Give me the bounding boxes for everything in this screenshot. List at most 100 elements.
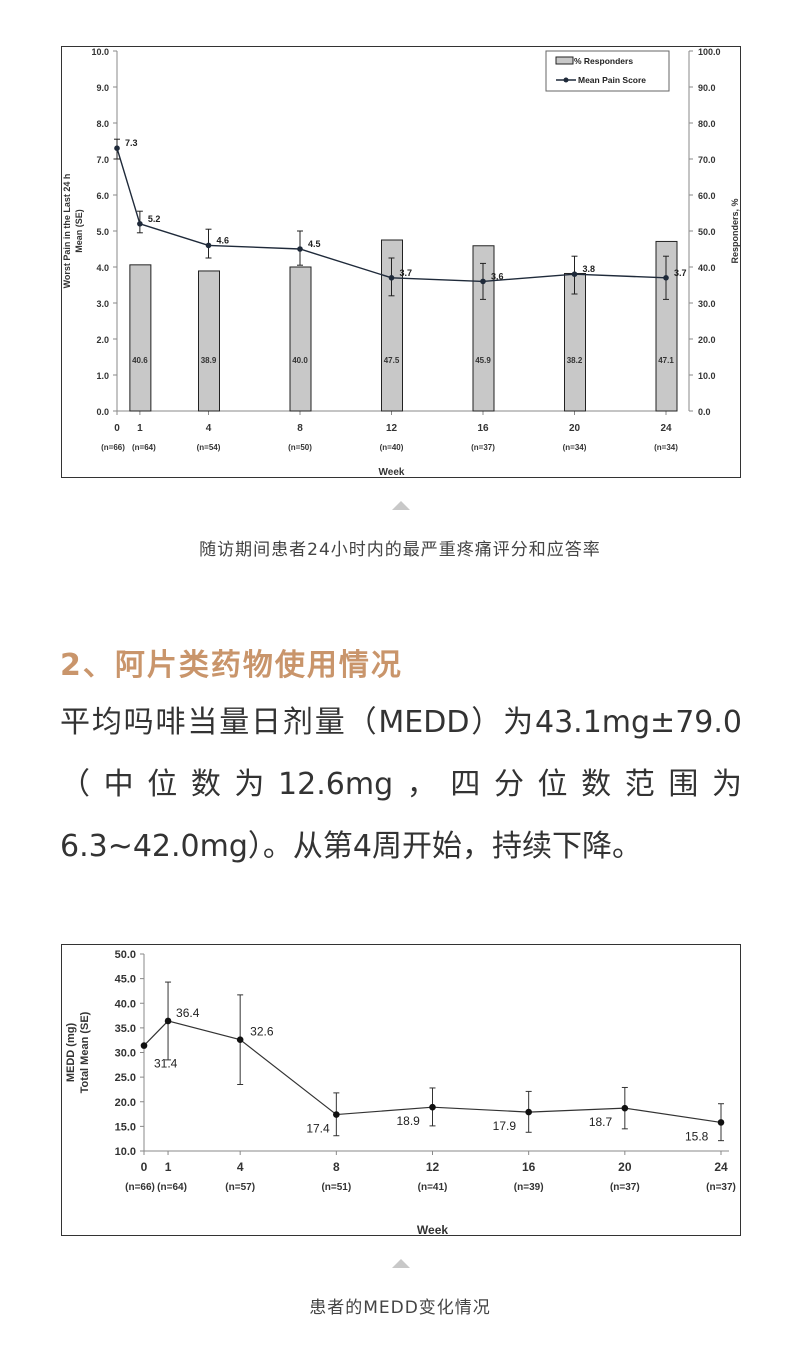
x-axis-title: Week: [379, 467, 405, 477]
bar-value-label: 40.0: [292, 356, 308, 365]
y-tick-label: 8.0: [96, 119, 109, 129]
medd-point: [140, 1042, 148, 1049]
paragraph-line: 平均吗啡当量日剂量（MEDD）为43.1mg±79.0: [60, 705, 742, 740]
chart1-caption: 随访期间患者24小时内的最严重疼痛评分和应答率: [199, 540, 601, 560]
y-tick-label: 5.0: [96, 227, 109, 237]
x-tick-label: 20: [618, 1160, 632, 1174]
y2-tick-label: 40.0: [698, 263, 716, 273]
pain-point: [571, 271, 578, 277]
caret-up-icon: [392, 1259, 410, 1268]
n-label: (n=51): [321, 1182, 351, 1193]
medd-value-label: 18.9: [397, 1114, 421, 1128]
x-tick-label: 0: [141, 1160, 148, 1174]
bar-value-label: 45.9: [475, 356, 491, 365]
bar-value-label: 38.2: [567, 356, 583, 365]
y-tick-label: 25.0: [115, 1072, 136, 1084]
pain-value-label: 7.3: [125, 138, 138, 148]
y-axis-title: Mean (SE): [74, 209, 84, 253]
y2-tick-label: 50.0: [698, 227, 716, 237]
n-label: (n=54): [197, 443, 221, 452]
responder-bar: [472, 245, 495, 412]
responder-bar: [381, 239, 403, 412]
legend-line-marker: [563, 77, 569, 83]
medd-point: [717, 1119, 725, 1126]
responder-bar: [289, 266, 312, 412]
medd-line: [143, 1020, 722, 1124]
x-tick-label: 24: [714, 1160, 728, 1174]
pain-score-chart: 0.0 1.0 2.0 3.0 4.0 5.0 6.0 7.0 8.0 9.0 10.0 0 (n=66…: [61, 46, 741, 478]
n-label: (n=37): [610, 1182, 640, 1193]
y-tick-label: 2.0: [96, 335, 109, 345]
x-tick-label: 0: [114, 423, 120, 434]
x-tick-label: 8: [333, 1160, 340, 1174]
y2-tick-label: 10.0: [698, 371, 716, 381]
y2-tick-label: 100.0: [698, 47, 721, 57]
responder-bar: [129, 264, 152, 412]
section-heading: 2、阿片类药物使用情况: [60, 648, 403, 683]
n-label: (n=64): [157, 1182, 187, 1193]
y-tick-label: 20.0: [115, 1097, 136, 1109]
x-tick-label: 16: [522, 1160, 536, 1174]
y2-tick-label: 0.0: [698, 407, 711, 417]
y2-tick-label: 70.0: [698, 155, 716, 165]
y-tick-label: 1.0: [96, 371, 109, 381]
medd-value-label: 31.4: [154, 1057, 178, 1071]
caret-up-icon: [392, 501, 410, 510]
x-tick-label: 12: [386, 423, 398, 434]
y2-tick-label: 80.0: [698, 119, 716, 129]
medd-point: [236, 1036, 244, 1043]
y-tick-label: 35.0: [115, 1023, 136, 1035]
pain-point: [297, 246, 303, 252]
medd-value-label: 17.9: [493, 1119, 517, 1133]
responder-bar: [655, 240, 678, 412]
x-tick-label: 4: [237, 1160, 244, 1174]
y-tick-label: 45.0: [115, 974, 136, 986]
pain-point: [137, 221, 143, 227]
pain-value-label: 3.8: [583, 264, 596, 274]
medd-point: [525, 1108, 532, 1116]
y-axis-title: Worst Pain in the Last 24 h: [62, 174, 72, 289]
x-tick-label: 24: [660, 423, 672, 434]
medd-point: [621, 1104, 629, 1112]
legend-label: Mean Pain Score: [578, 75, 646, 85]
pain-value-label: 4.5: [308, 239, 321, 249]
pain-value-label: 4.6: [217, 235, 230, 245]
responder-bar: [198, 270, 220, 412]
n-label: (n=40): [380, 443, 404, 452]
medd-chart-svg: 10.0 15.0 20.0 25.0 30.0 35.0 40.0 45.0 50.0 0 (n=…: [65, 949, 736, 1235]
paragraph-line: 6.3~42.0mg）。从第4周开始，持续下降。: [60, 829, 642, 864]
pain-point: [114, 145, 120, 151]
pain-point: [205, 242, 212, 249]
n-label: (n=50): [288, 443, 312, 452]
legend-label: % Responders: [574, 56, 633, 66]
x-tick-label: 16: [477, 423, 489, 434]
y-tick-label: 6.0: [96, 191, 109, 201]
y2-axis-title: Responders, %: [730, 198, 740, 263]
pain-point: [663, 275, 669, 281]
y2-tick-label: 20.0: [698, 335, 716, 345]
bar-value-label: 38.9: [201, 356, 217, 365]
body-paragraph: 平均吗啡当量日剂量（MEDD）为43.1mg±79.0 （中位数为12.6mg，…: [60, 692, 742, 878]
medd-value-label: 32.6: [250, 1025, 274, 1039]
x-tick-label: 4: [206, 423, 212, 434]
n-label: (n=34): [563, 443, 587, 452]
n-label: (n=57): [225, 1182, 255, 1193]
n-label: (n=37): [706, 1182, 736, 1193]
y-tick-label: 9.0: [96, 83, 109, 93]
medd-chart: 10.0 15.0 20.0 25.0 30.0 35.0 40.0 45.0 50.0 0 (n=…: [61, 944, 741, 1236]
n-label: (n=66): [101, 443, 125, 452]
medd-value-label: 36.4: [176, 1006, 200, 1020]
medd-value-label: 17.4: [306, 1122, 330, 1136]
y-tick-label: 0.0: [96, 407, 109, 417]
x-tick-label: 1: [137, 423, 143, 434]
y-tick-label: 30.0: [115, 1048, 136, 1060]
x-tick-label: 20: [569, 423, 581, 434]
medd-point: [333, 1111, 340, 1118]
bar-value-label: 40.6: [132, 356, 148, 365]
bar-value-label: 47.1: [658, 356, 674, 365]
x-tick-label: 8: [297, 423, 303, 434]
pain-score-chart-svg: 0.01.02.03.04.05.06.07.08.09.010.00(n=66…: [62, 47, 740, 477]
x-tick-label: 12: [426, 1160, 440, 1174]
pain-value-label: 3.7: [400, 268, 413, 278]
n-label: (n=37): [471, 443, 495, 452]
